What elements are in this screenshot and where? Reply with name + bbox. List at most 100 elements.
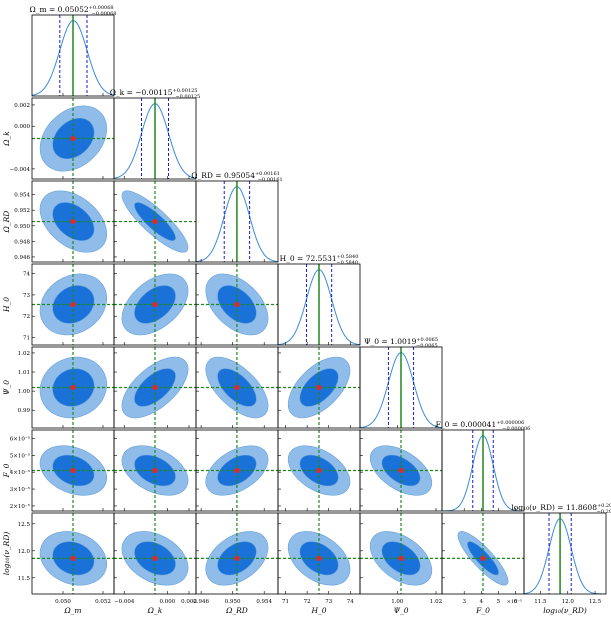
truth-marker xyxy=(234,555,240,561)
truth-marker xyxy=(70,135,76,142)
x-axis-label-0: Ω_m xyxy=(63,606,81,615)
x-axis-label-6: log₁₀(ν_RD) xyxy=(543,606,587,615)
truth-marker xyxy=(152,555,158,561)
panel-frame xyxy=(31,14,115,97)
truth-marker xyxy=(480,555,486,561)
posterior-curve xyxy=(524,518,606,594)
panel-content xyxy=(114,98,196,179)
y-tick-label: 6×10⁻⁵ xyxy=(10,435,30,442)
panel-frame xyxy=(113,97,197,180)
panel-4-0: 0.99 1.00 1.01 1.02 xyxy=(18,346,115,429)
panel-content xyxy=(32,15,114,96)
truth-marker xyxy=(70,218,76,225)
panel-content xyxy=(278,264,360,345)
x-tick-label: −0.004 xyxy=(114,599,135,605)
panel-2-0: 0.946 0.948 0.950 0.952 0.954 xyxy=(14,180,115,263)
truth-marker xyxy=(234,467,240,474)
panel-content xyxy=(360,347,442,428)
panel-content xyxy=(442,430,524,511)
x-tick-label: 0.950 xyxy=(225,599,241,605)
y-tick-label: 2×10⁻⁵ xyxy=(10,503,30,510)
x-tick-label: 71 xyxy=(282,599,289,605)
panel-content xyxy=(114,181,196,262)
panel-3-0: 71 72 73 74 xyxy=(23,263,115,346)
truth-marker xyxy=(398,467,404,474)
x-tick-label: 0.000 xyxy=(160,599,176,605)
panel-3-2 xyxy=(195,263,279,346)
x-tick-label: 6 xyxy=(514,599,518,605)
y-tick-label: 71 xyxy=(23,336,30,342)
panel-title: Ω_RD = 0.95054+0.00161 −0.00161 xyxy=(191,171,282,183)
panel-frame xyxy=(441,429,525,512)
truth-marker xyxy=(234,301,240,308)
panel-content xyxy=(278,513,360,594)
panel-title: H_0 = 72.5531+0.5840 −0.5840 xyxy=(280,254,359,266)
x-tick-label: 0.946 xyxy=(193,599,209,605)
x-tick-label: 5 xyxy=(497,599,501,605)
panel-6-2: 0.946 0.950 0.954 xyxy=(193,512,279,605)
panel-content xyxy=(196,181,278,262)
y-tick-label: −0.004 xyxy=(10,167,31,173)
x-axis-label-5: F_0 xyxy=(475,606,490,615)
truth-marker xyxy=(70,555,76,561)
truth-marker xyxy=(316,467,322,474)
truth-marker xyxy=(70,301,76,308)
panel-5-2 xyxy=(195,429,279,512)
panel-6-3: 71 72 73 74 xyxy=(277,512,361,605)
panel-frame xyxy=(277,263,361,346)
y-axis-label-1: Ω_k xyxy=(2,131,11,147)
truth-marker xyxy=(234,384,240,391)
panel-6-4: 1.00 1.02 xyxy=(359,512,443,605)
panel-6-0: 0.050 0.052 11.5 12.0 12.5 xyxy=(18,512,115,605)
y-tick-label: 0.954 xyxy=(14,193,30,199)
panel-content xyxy=(196,347,278,428)
panel-2-1 xyxy=(113,180,197,263)
y-tick-label: 1.02 xyxy=(18,351,30,357)
panel-content xyxy=(32,347,114,428)
truth-marker xyxy=(152,218,158,225)
y-tick-label: 73 xyxy=(23,293,30,299)
panel-content xyxy=(524,513,606,594)
x-tick-label: 0.050 xyxy=(55,599,71,605)
x-tick-label: 74 xyxy=(347,599,354,605)
panel-content xyxy=(196,264,278,345)
truth-marker xyxy=(152,384,158,391)
panel-frame xyxy=(195,180,279,263)
y-tick-label: 11.5 xyxy=(18,576,31,582)
x-axis-label-3: H_0 xyxy=(310,606,326,615)
diag-panel-6: log₁₀(ν_RD) = 11.8608+0.2032−0.2032 11.5 1… xyxy=(511,503,611,605)
panel-content xyxy=(360,513,442,594)
diag-panel-4: Ψ_0 = 1.0019+0.0065 −0.0065 xyxy=(359,337,443,429)
panel-title: log₁₀(ν_RD) = 11.8608+0.2032−0.2032 xyxy=(511,503,611,515)
panel-6-1: −0.004 0.000 0.002 xyxy=(113,512,197,605)
x-tick-label: 0.954 xyxy=(256,599,272,605)
truth-marker xyxy=(70,467,76,474)
panel-content xyxy=(442,513,524,594)
panel-content xyxy=(114,513,196,594)
truth-marker xyxy=(316,384,322,391)
x-axis-label-4: Ψ_0 xyxy=(393,606,408,615)
y-tick-label: 0.000 xyxy=(14,124,30,130)
y-tick-label: 0.952 xyxy=(14,208,30,214)
y-tick-label: 0.002 xyxy=(14,103,30,109)
x-axis-label-2: Ω_RD xyxy=(225,606,248,615)
x-tick-label: 11.5 xyxy=(534,599,547,605)
y-tick-label: 74 xyxy=(23,272,30,278)
y-tick-label: 1.00 xyxy=(18,389,31,395)
y-tick-label: 0.950 xyxy=(14,224,30,230)
x-axis-label-1: Ω_k xyxy=(147,606,163,615)
panel-content xyxy=(196,430,278,511)
y-tick-label: 3×10⁻⁵ xyxy=(10,486,30,493)
panel-3-1 xyxy=(113,263,197,346)
panel-5-4 xyxy=(359,429,443,512)
panel-6-5: 3 4 5 6 xyxy=(441,512,525,605)
panel-5-1 xyxy=(113,429,197,512)
panel-4-2 xyxy=(195,346,279,429)
panel-content xyxy=(114,430,196,511)
y-tick-label: 5×10⁻⁵ xyxy=(10,452,30,459)
panel-1-0: −0.004 0.000 0.002 xyxy=(10,97,115,180)
y-tick-label: 0.99 xyxy=(18,408,31,414)
y-tick-label: 0.946 xyxy=(14,255,30,261)
panel-content xyxy=(32,181,114,262)
